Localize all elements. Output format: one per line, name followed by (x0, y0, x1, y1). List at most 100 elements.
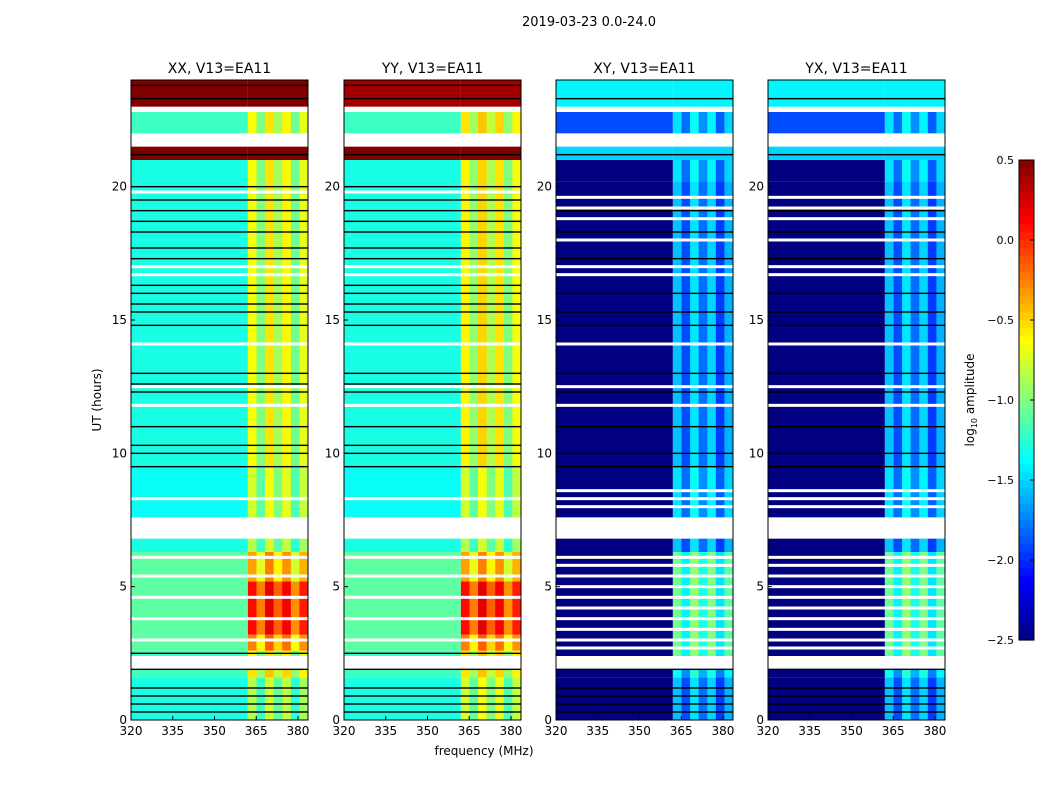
heatmap-cell (910, 80, 920, 107)
heatmap-cell (698, 112, 708, 134)
flagged-line (344, 292, 521, 295)
heatmap-cell (927, 669, 937, 678)
heatmap-cell (495, 146, 505, 160)
heatmap-cell (503, 677, 513, 720)
flagged-line (344, 695, 521, 697)
panel-title: XY, V13=EA11 (593, 61, 695, 77)
heatmap-cell (256, 112, 266, 134)
heatmap-cell (768, 181, 885, 467)
heatmap-cell (469, 677, 479, 720)
heatmap-cell (884, 669, 894, 678)
heatmap-cell (919, 160, 929, 182)
heatmap-cell (290, 112, 300, 134)
heatmap-cell (256, 677, 266, 720)
flagged-line (768, 153, 945, 156)
colorbar-segment (1019, 272, 1034, 281)
colorbar-segment (1019, 344, 1034, 353)
heatmap-cell (715, 669, 725, 678)
x-tick-label: 365 (245, 724, 268, 738)
flagged-row (768, 489, 945, 493)
flagged-row (344, 659, 521, 663)
heatmap-cell (936, 552, 946, 656)
flagged-row (131, 595, 308, 599)
colorbar-segment (1019, 400, 1034, 409)
x-tick-label: 335 (586, 724, 609, 738)
y-tick-label: 15 (325, 313, 340, 327)
heatmap-cell (503, 146, 513, 160)
x-tick-label: 335 (374, 724, 397, 738)
heatmap-cell (681, 160, 691, 182)
x-tick-label: 320 (545, 724, 568, 738)
x-tick-label: 380 (287, 724, 310, 738)
heatmap-cell (936, 112, 946, 134)
colorbar-segment (1019, 376, 1034, 385)
heatmap-cell (512, 160, 522, 467)
flagged-row (131, 617, 308, 621)
heatmap-cell (919, 80, 929, 107)
colorbar-segment (1019, 616, 1034, 625)
heatmap-cell (460, 112, 470, 134)
heatmap-cell (469, 80, 479, 107)
heatmap-cell (707, 538, 717, 552)
heatmap-cell (344, 677, 461, 720)
heatmap-cell (690, 112, 700, 134)
flagged-row (768, 595, 945, 599)
heatmap-cell (495, 112, 505, 134)
heatmap-cell (478, 552, 488, 582)
heatmap-cell (927, 146, 937, 160)
heatmap-cell (256, 669, 266, 678)
heatmap-cell (282, 669, 292, 678)
heatmap-cell (681, 669, 691, 678)
flagged-row (768, 265, 945, 269)
heatmap-cell (486, 677, 496, 720)
flagged-line (344, 97, 521, 100)
flagged-row (131, 659, 308, 663)
flagged-row (768, 606, 945, 610)
x-tick-label: 335 (798, 724, 821, 738)
heatmap-cell (724, 538, 734, 552)
heatmap-cell (690, 181, 700, 467)
heatmap-cell (936, 538, 946, 552)
heatmap-cell (290, 634, 300, 651)
heatmap-cell (265, 581, 275, 635)
flagged-row (768, 585, 945, 589)
heatmap-cell (512, 634, 522, 651)
heatmap-cell (131, 677, 248, 720)
heatmap-cell (884, 112, 894, 134)
flagged-line (344, 303, 521, 305)
heatmap-cell (884, 552, 894, 656)
flagged-row (556, 273, 733, 277)
flagged-line (131, 84, 308, 87)
flagged-line (131, 97, 308, 100)
heatmap-cell (503, 538, 513, 552)
heatmap-cell (478, 538, 488, 552)
flagged-line (344, 687, 521, 689)
y-tick-label: 10 (325, 446, 340, 460)
heatmap-cell (282, 538, 292, 552)
colorbar-segment (1019, 336, 1034, 345)
heatmap-cell (919, 677, 929, 720)
flagged-line (556, 711, 733, 713)
heatmap-cell (495, 634, 505, 651)
heatmap-cell (247, 677, 257, 720)
x-tick-label: 380 (712, 724, 735, 738)
flagged-line (344, 311, 521, 313)
heatmap-cell (344, 146, 461, 160)
heatmap-cell (478, 160, 488, 467)
heatmap-cell (556, 112, 673, 134)
flagged-line (556, 97, 733, 100)
flagged-row (556, 627, 733, 631)
heatmap-cell (460, 80, 470, 107)
heatmap-cell (299, 677, 309, 720)
heatmap-cell (884, 181, 894, 467)
colorbar-segment (1019, 568, 1034, 577)
flagged-row (768, 195, 945, 199)
heatmap-cell (698, 160, 708, 182)
flagged-line (131, 465, 308, 468)
heatmap-cell (273, 581, 283, 635)
heatmap-cell (902, 552, 912, 656)
colorbar-segment (1019, 264, 1034, 273)
heatmap-cell (273, 669, 283, 678)
colorbar-segment (1019, 552, 1034, 561)
heatmap-cell (672, 112, 682, 134)
